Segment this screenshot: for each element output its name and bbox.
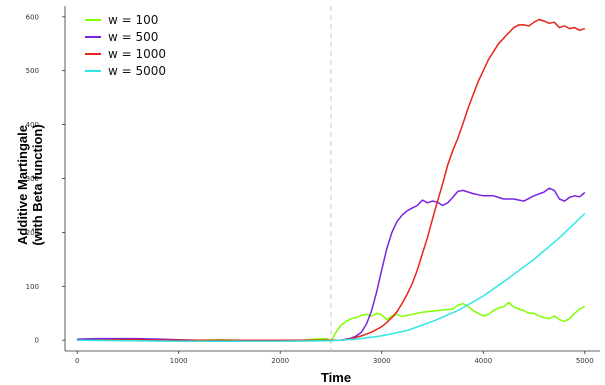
- y-axis-title: Additive Martingale (with Beta function): [15, 124, 45, 245]
- y-axis-title-line-1: Additive Martingale: [15, 125, 30, 245]
- y-tick-label: 300: [26, 175, 39, 183]
- y-tick-label: 100: [26, 283, 39, 291]
- y-tick-label: 600: [26, 13, 39, 21]
- y-axis-title-line-2: (with Beta function): [30, 124, 45, 245]
- legend-label: w = 500: [108, 30, 158, 44]
- y-ticks: 0 100 200 300 400 500 600: [26, 13, 65, 345]
- x-tick-label: 5000: [576, 357, 594, 365]
- legend-label: w = 100: [108, 13, 158, 27]
- y-tick-label: 200: [26, 229, 39, 237]
- x-tick-label: 4000: [474, 357, 492, 365]
- legend-label: w = 5000: [108, 64, 166, 78]
- series-layer: [77, 18, 586, 343]
- x-tick-label: 2000: [271, 357, 289, 365]
- series-line-w-1000: [77, 18, 586, 341]
- y-tick-label: 500: [26, 67, 39, 75]
- x-tick-label: 3000: [373, 357, 391, 365]
- x-ticks: 0 1000 2000 3000 4000 5000: [75, 351, 594, 365]
- series-line-w-5000: [77, 212, 586, 343]
- y-tick-label: 400: [26, 121, 39, 129]
- x-tick-label: 0: [75, 357, 79, 365]
- x-tick-label: 1000: [170, 357, 188, 365]
- legend-label: w = 1000: [108, 47, 166, 61]
- y-tick-label: 0: [35, 337, 39, 345]
- legend: w = 100 w = 500 w = 1000 w = 5000: [85, 13, 166, 78]
- x-axis-title: Time: [321, 370, 351, 385]
